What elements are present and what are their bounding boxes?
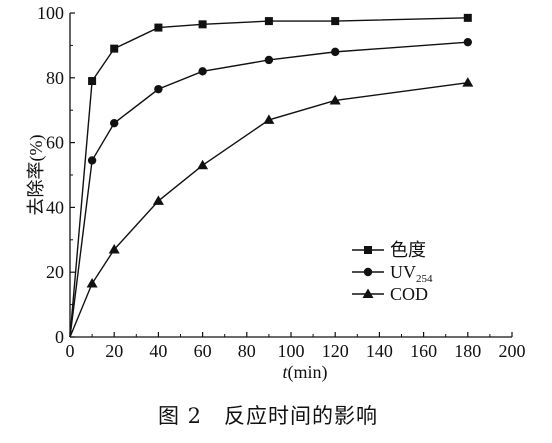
data-point <box>264 55 274 65</box>
figure-caption: 图 2 反应时间的影响 <box>158 404 378 428</box>
legend-marker <box>363 267 373 277</box>
x-tick-label: 60 <box>194 341 212 361</box>
series-2 <box>69 37 472 338</box>
y-tick-label: 100 <box>37 3 64 23</box>
data-point <box>108 244 120 254</box>
data-point <box>198 20 207 29</box>
y-tick-label: 20 <box>46 262 64 282</box>
x-tick-label: 140 <box>366 341 393 361</box>
legend-label-subscript: 254 <box>416 273 433 285</box>
x-tick-label: 160 <box>410 341 437 361</box>
series-1 <box>69 13 472 338</box>
x-axis-variable: t <box>282 362 288 382</box>
data-point <box>462 77 474 87</box>
legend-label: UV254 <box>390 262 433 285</box>
data-point <box>110 44 119 53</box>
series-line <box>69 41 468 338</box>
x-axis-unit: (min) <box>288 362 328 383</box>
series-line <box>69 17 468 338</box>
x-tick-label: 40 <box>149 341 167 361</box>
data-point <box>86 278 98 288</box>
data-point <box>88 77 97 86</box>
legend-label-main: UV <box>390 262 416 282</box>
data-point <box>331 17 340 26</box>
data-point <box>197 159 209 170</box>
data-point <box>154 84 163 94</box>
x-tick-label: 0 <box>66 341 75 361</box>
y-tick-label: 60 <box>46 133 64 153</box>
data-point <box>463 37 472 47</box>
data-point <box>263 114 275 124</box>
series-layer <box>69 13 474 338</box>
data-point <box>331 47 340 57</box>
data-point <box>87 156 97 165</box>
legend-label: 色度 <box>390 240 426 260</box>
x-tick-label: 80 <box>238 341 256 361</box>
legend-item: 色度 <box>352 240 426 260</box>
y-axis-label: 去除率(%) <box>26 135 47 216</box>
legend-item: UV254 <box>352 262 433 285</box>
x-tick-label: 200 <box>499 341 526 361</box>
data-point <box>110 118 119 128</box>
legend-marker <box>364 246 372 254</box>
data-point <box>264 17 273 26</box>
x-tick-label: 120 <box>322 341 349 361</box>
y-tick-label: 40 <box>46 197 64 217</box>
legend-label-main: 色度 <box>390 240 426 260</box>
axes: 0 20 40 60 80 100 120 140 160 180 200 0 20 40 60 80 100 <box>37 3 526 361</box>
series-line <box>69 81 468 338</box>
x-tick-label: 180 <box>454 341 481 361</box>
legend-label: COD <box>390 284 428 304</box>
series-3 <box>69 77 474 338</box>
x-tick-label: 100 <box>278 341 305 361</box>
data-point <box>329 94 341 105</box>
x-axis-label: t(min) <box>282 362 327 383</box>
y-tick-label: 0 <box>55 327 64 347</box>
legend-label-main: COD <box>390 284 428 304</box>
data-point <box>154 23 163 32</box>
data-point <box>463 13 472 22</box>
data-point <box>152 195 164 205</box>
y-tick-label: 80 <box>46 68 64 88</box>
x-tick-label: 20 <box>105 341 123 361</box>
legend-item: COD <box>352 284 428 304</box>
legend-marker <box>362 288 374 298</box>
data-point <box>198 67 207 76</box>
